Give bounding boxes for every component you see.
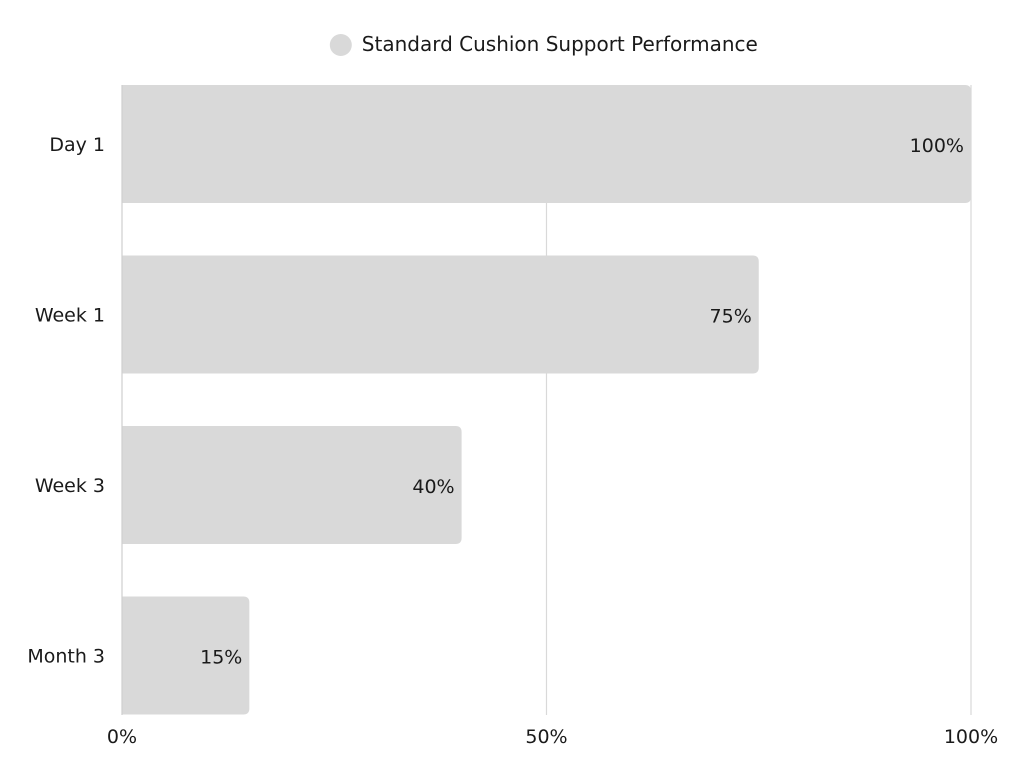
labels: Day 1 Week 1 Week 3 Month 3 100% 75% 40% 15% 0% 5… xyxy=(27,134,998,748)
category-label-week-3: Week 3 xyxy=(35,475,105,497)
category-label-day-1: Day 1 xyxy=(49,134,105,156)
bar-month-3 xyxy=(122,596,250,715)
bar-day-1 xyxy=(122,85,971,203)
category-label-month-3: Month 3 xyxy=(27,646,105,668)
bars xyxy=(122,85,971,715)
bar-week-3 xyxy=(122,426,462,544)
x-tick-label-0: 0% xyxy=(107,726,137,748)
data-label-month-3: 15% xyxy=(200,647,242,669)
x-tick-label-100: 100% xyxy=(944,726,998,748)
legend-marker xyxy=(329,34,352,56)
legend: Standard Cushion Support Performance xyxy=(329,32,758,56)
data-label-day-1: 100% xyxy=(910,135,964,157)
data-label-week-1: 75% xyxy=(710,306,752,328)
data-label-week-3: 40% xyxy=(412,476,454,498)
bar-week-1 xyxy=(122,255,759,374)
legend-label: Standard Cushion Support Performance xyxy=(362,32,758,56)
x-tick-label-50: 50% xyxy=(525,726,567,748)
category-label-week-1: Week 1 xyxy=(35,305,105,327)
